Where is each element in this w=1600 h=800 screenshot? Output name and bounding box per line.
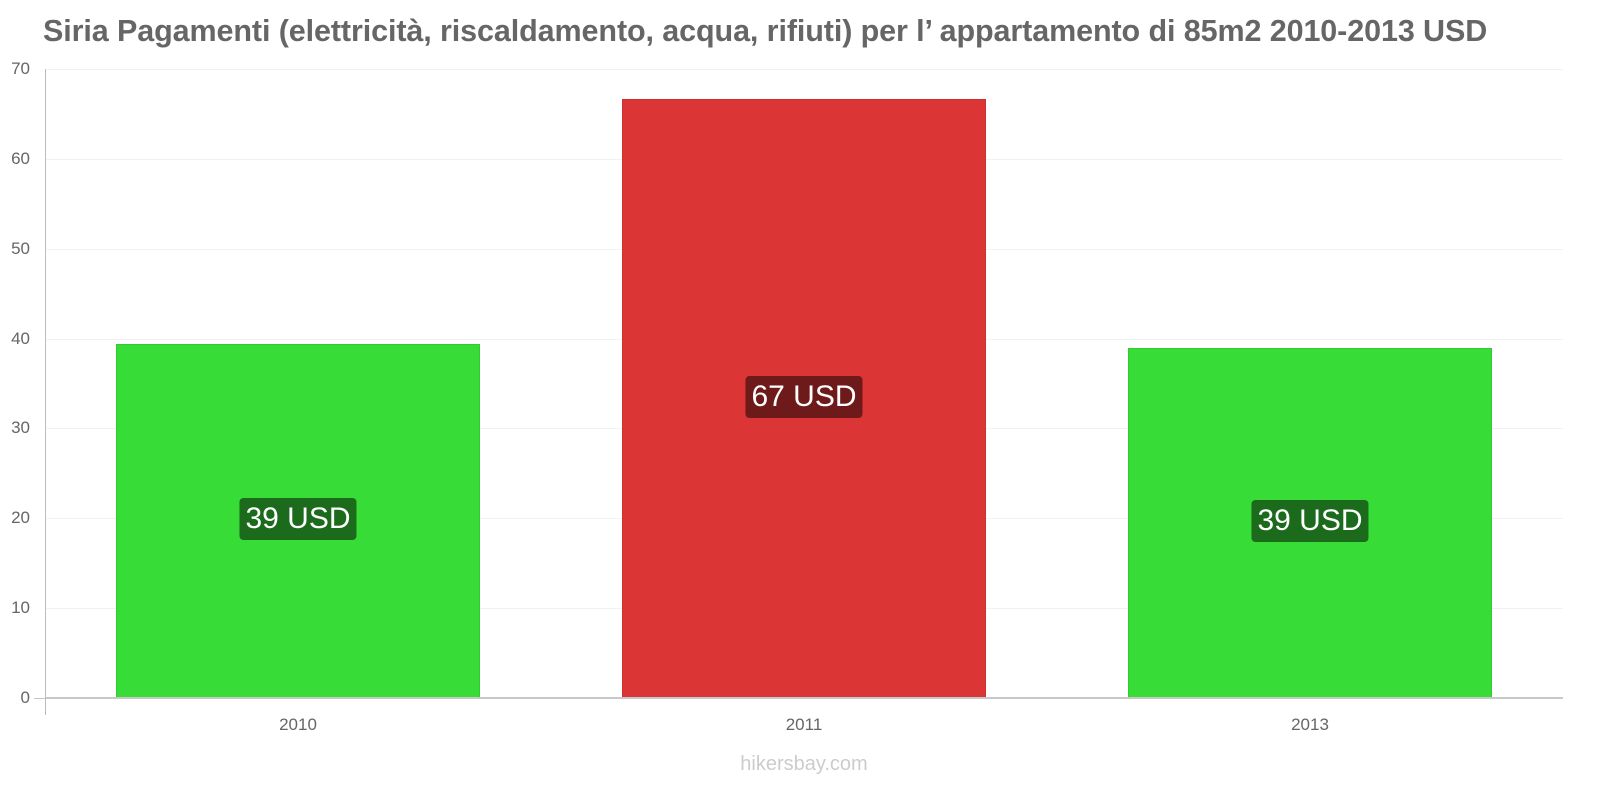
y-tick-mark-0 xyxy=(34,698,46,699)
bar-2010: 39 USD xyxy=(116,344,480,698)
y-tick-label: 0 xyxy=(20,688,30,707)
bar-2011: 67 USD xyxy=(622,99,986,698)
bar-2013: 39 USD xyxy=(1128,348,1492,698)
bar-value-label: 39 USD xyxy=(1251,500,1369,542)
bar-value-label: 67 USD xyxy=(745,376,863,418)
y-tick-label: 40 xyxy=(11,329,30,348)
y-tick-label: 50 xyxy=(11,239,30,258)
y-tick-label: 30 xyxy=(11,418,30,437)
chart-title: Siria Pagamenti (elettricità, riscaldame… xyxy=(43,14,1488,48)
y-tick-label: 20 xyxy=(11,508,30,527)
x-tick-label-2013: 2013 xyxy=(1291,715,1329,734)
x-axis-line xyxy=(46,697,1563,699)
bar-value-label: 39 USD xyxy=(239,498,357,540)
watermark: hikersbay.com xyxy=(740,753,868,775)
y-tick-label: 10 xyxy=(11,598,30,617)
x-tick-label-2010: 2010 xyxy=(279,715,317,734)
y-tick-label: 70 xyxy=(11,59,30,78)
y-tick-label: 60 xyxy=(11,149,30,168)
y-axis-line xyxy=(45,69,46,715)
gridline-70 xyxy=(46,69,1563,70)
x-tick-label-2011: 2011 xyxy=(785,715,823,734)
